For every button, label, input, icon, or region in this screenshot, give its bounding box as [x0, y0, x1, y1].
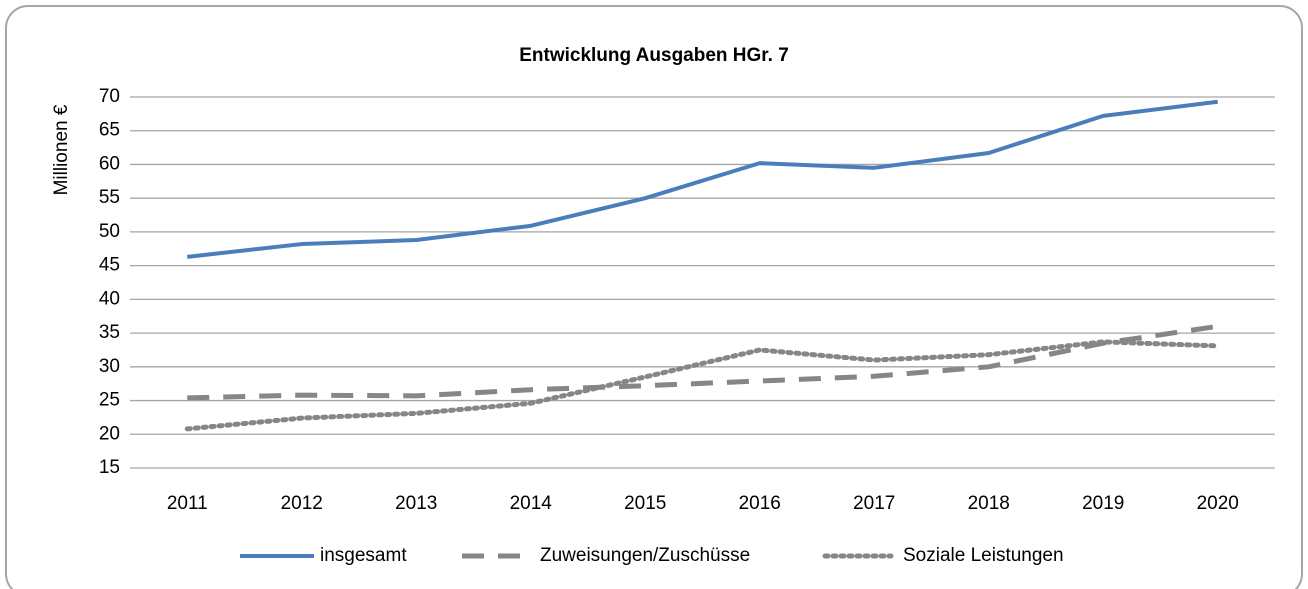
y-tick-label: 40 — [99, 288, 120, 309]
chart-frame — [5, 5, 1303, 589]
chart-title: Entwicklung Ausgaben HGr. 7 — [519, 45, 789, 66]
y-tick-label: 25 — [99, 390, 120, 411]
series-line — [187, 99, 1218, 259]
x-tick-label: 2020 — [1197, 493, 1239, 514]
series-line — [187, 323, 1219, 401]
x-tick-label: 2019 — [1082, 493, 1124, 514]
x-tick-label: 2017 — [853, 493, 895, 514]
y-tick-label: 15 — [99, 457, 120, 478]
y-tick-label: 20 — [99, 423, 120, 444]
x-tick-label: 2013 — [395, 493, 437, 514]
x-tick-label: 2011 — [167, 493, 208, 514]
x-tick-label: 2012 — [281, 493, 323, 514]
x-tick-label: 2018 — [968, 493, 1010, 514]
legend-label: Zuweisungen/Zuschüsse — [540, 545, 750, 566]
series-line — [184, 339, 1221, 432]
y-tick-label: 60 — [99, 153, 120, 174]
y-tick-label: 65 — [99, 120, 120, 141]
x-tick-label: 2016 — [739, 493, 781, 514]
y-tick-label: 45 — [99, 255, 120, 276]
x-tick-label: 2014 — [510, 493, 553, 514]
y-tick-label: 35 — [99, 322, 120, 343]
y-tick-label: 70 — [99, 86, 120, 107]
legend-label: Soziale Leistungen — [903, 545, 1064, 566]
y-tick-label: 30 — [99, 356, 120, 377]
y-axis-label: Millionen € — [51, 104, 72, 195]
x-tick-label: 2015 — [624, 493, 666, 514]
legend-label: insgesamt — [320, 545, 407, 566]
y-tick-label: 55 — [99, 187, 120, 208]
y-tick-label: 50 — [99, 221, 120, 242]
